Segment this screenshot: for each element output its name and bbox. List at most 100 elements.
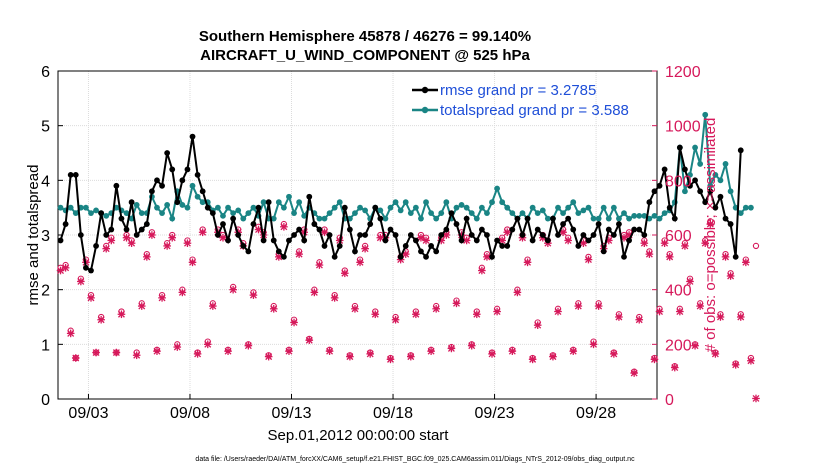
series-0-point-101 [570,226,577,233]
series-0-point-110 [616,221,622,227]
series-0-point-48 [301,237,308,244]
obs-assimilated-point-62 [371,310,380,319]
obs-assimilated-point-69 [407,352,415,361]
obs-assimilated-point-120 [665,253,674,261]
series-0-point-15 [133,232,140,238]
series-0-point-49 [306,193,313,200]
series-0-point-35 [235,232,242,238]
series-1-point-118 [656,215,663,222]
series-0-point-30 [209,210,216,217]
series-0-point-87 [499,243,506,249]
x-tick-label-3: 09/18 [373,405,413,422]
series-0-point-77 [448,210,455,217]
series-1-point-16 [138,210,145,217]
obs-assimilated-point-115 [640,239,649,247]
series-1-point-100 [565,204,572,211]
series-1-point-36 [240,215,247,222]
obs-assimilated-point-129 [711,350,720,358]
obs-assimilated-point-46 [290,318,298,327]
y-left-tick-label-0: 0 [41,392,50,409]
y-right-tick-label-5: 1000 [665,119,701,136]
obs-assimilated-point-10 [107,236,116,245]
series-0-point-103 [580,232,587,238]
obs-assimilated-point-2 [66,329,75,338]
series-0-point-115 [641,232,648,238]
x-axis-ticks: 09/03 09/08 09/13 09/18 09/23 09/28 [68,394,616,422]
series-0-point-109 [610,232,617,238]
obs-assimilated-point-93 [528,355,537,364]
series-0-point-22 [169,166,176,173]
series-1-point-15 [133,202,140,208]
obs-assimilated-point-101 [569,347,578,355]
legend-spread-label: totalspread grand pr = 3.588 [440,102,629,119]
y-axis-right-label: # of obs: o=possible; ×=assimilated [702,118,719,353]
obs-assimilated-point-6 [87,294,95,302]
obs-assimilated-point-16 [137,302,146,310]
obs-assimilated-point-98 [554,307,562,316]
obs-assimilated-point-49 [305,336,314,345]
series-0-point-47 [296,226,303,233]
obs-assimilated-point-82 [472,310,481,319]
series-0-point-90 [514,215,521,222]
series-0-point-100 [565,215,572,222]
series-0-point-78 [453,221,460,227]
y-left-tick-label-1: 1 [41,337,50,354]
series-0-point-45 [286,237,292,244]
obs-assimilated-point-44 [280,223,288,231]
series-0-point-132 [727,221,734,227]
chart-title-line1: Southern Hemisphere 45878 / 46276 = 99.1… [199,28,531,45]
series-1-point-7 [93,207,99,214]
series-0-point-104 [585,237,592,244]
series-lines [57,111,754,274]
series-0-point-50 [311,221,318,227]
series-1-point-115 [641,212,648,219]
series-0-point-67 [397,253,404,260]
obs-assimilated-point-24 [178,288,187,297]
series-0-point-122 [676,144,683,151]
series-0-point-96 [544,237,551,244]
obs-assimilated-point-13 [122,233,131,242]
series-0-point-32 [220,221,226,227]
series-0-point-95 [539,232,546,238]
obs-assimilated-point-39 [254,225,263,234]
series-1-point-114 [636,212,643,219]
y-left-tick-label-5: 5 [41,119,50,136]
obs-assimilated-point-9 [102,244,111,253]
series-1-point-94 [534,210,541,217]
series-1-point-109 [610,204,617,211]
series-0-point-108 [605,226,612,233]
legend-spread-marker [421,106,429,114]
series-0-point-51 [316,226,323,233]
series-0-point-34 [230,215,237,222]
series-0-point-80 [463,215,470,222]
series-0-point-43 [275,248,282,255]
obs-assimilated-point-116 [645,250,654,258]
series-0-point-88 [504,243,511,249]
obs-assimilated-point-57 [346,352,354,361]
obs-assimilated-point-28 [198,228,207,237]
obs-assimilated-point-74 [432,305,440,313]
legend-rmse-marker [421,86,429,94]
series-1-point-136 [748,204,754,211]
obs-assimilated-point-118 [655,307,664,316]
series-line-0 [59,136,742,273]
series-1-point-119 [661,210,668,217]
series-0-point-2 [67,171,74,178]
series-0-point-81 [468,232,475,238]
series-1-point-5 [83,204,89,211]
y-axis-right-ticks: 0 200 400 600 800 1000 1200 [652,64,701,409]
series-1-point-21 [164,202,171,208]
series-0-point-92 [524,215,531,222]
obs-assimilated-point-70 [412,310,420,319]
obs-assimilated-point-12 [117,310,126,319]
y-right-tick-label-2: 400 [665,283,692,300]
obs-assimilated-point-85 [488,350,496,358]
obs-assimilated-point-11 [112,348,121,357]
series-0-point-112 [626,237,632,244]
obs-assimilated-point-66 [391,315,400,324]
obs-assimilated-point-50 [310,288,319,297]
obs-assimilated-point-61 [366,350,374,358]
series-1-point-66 [392,199,399,206]
obs-assimilated-point-119 [660,239,669,247]
series-1-point-0 [57,204,64,211]
